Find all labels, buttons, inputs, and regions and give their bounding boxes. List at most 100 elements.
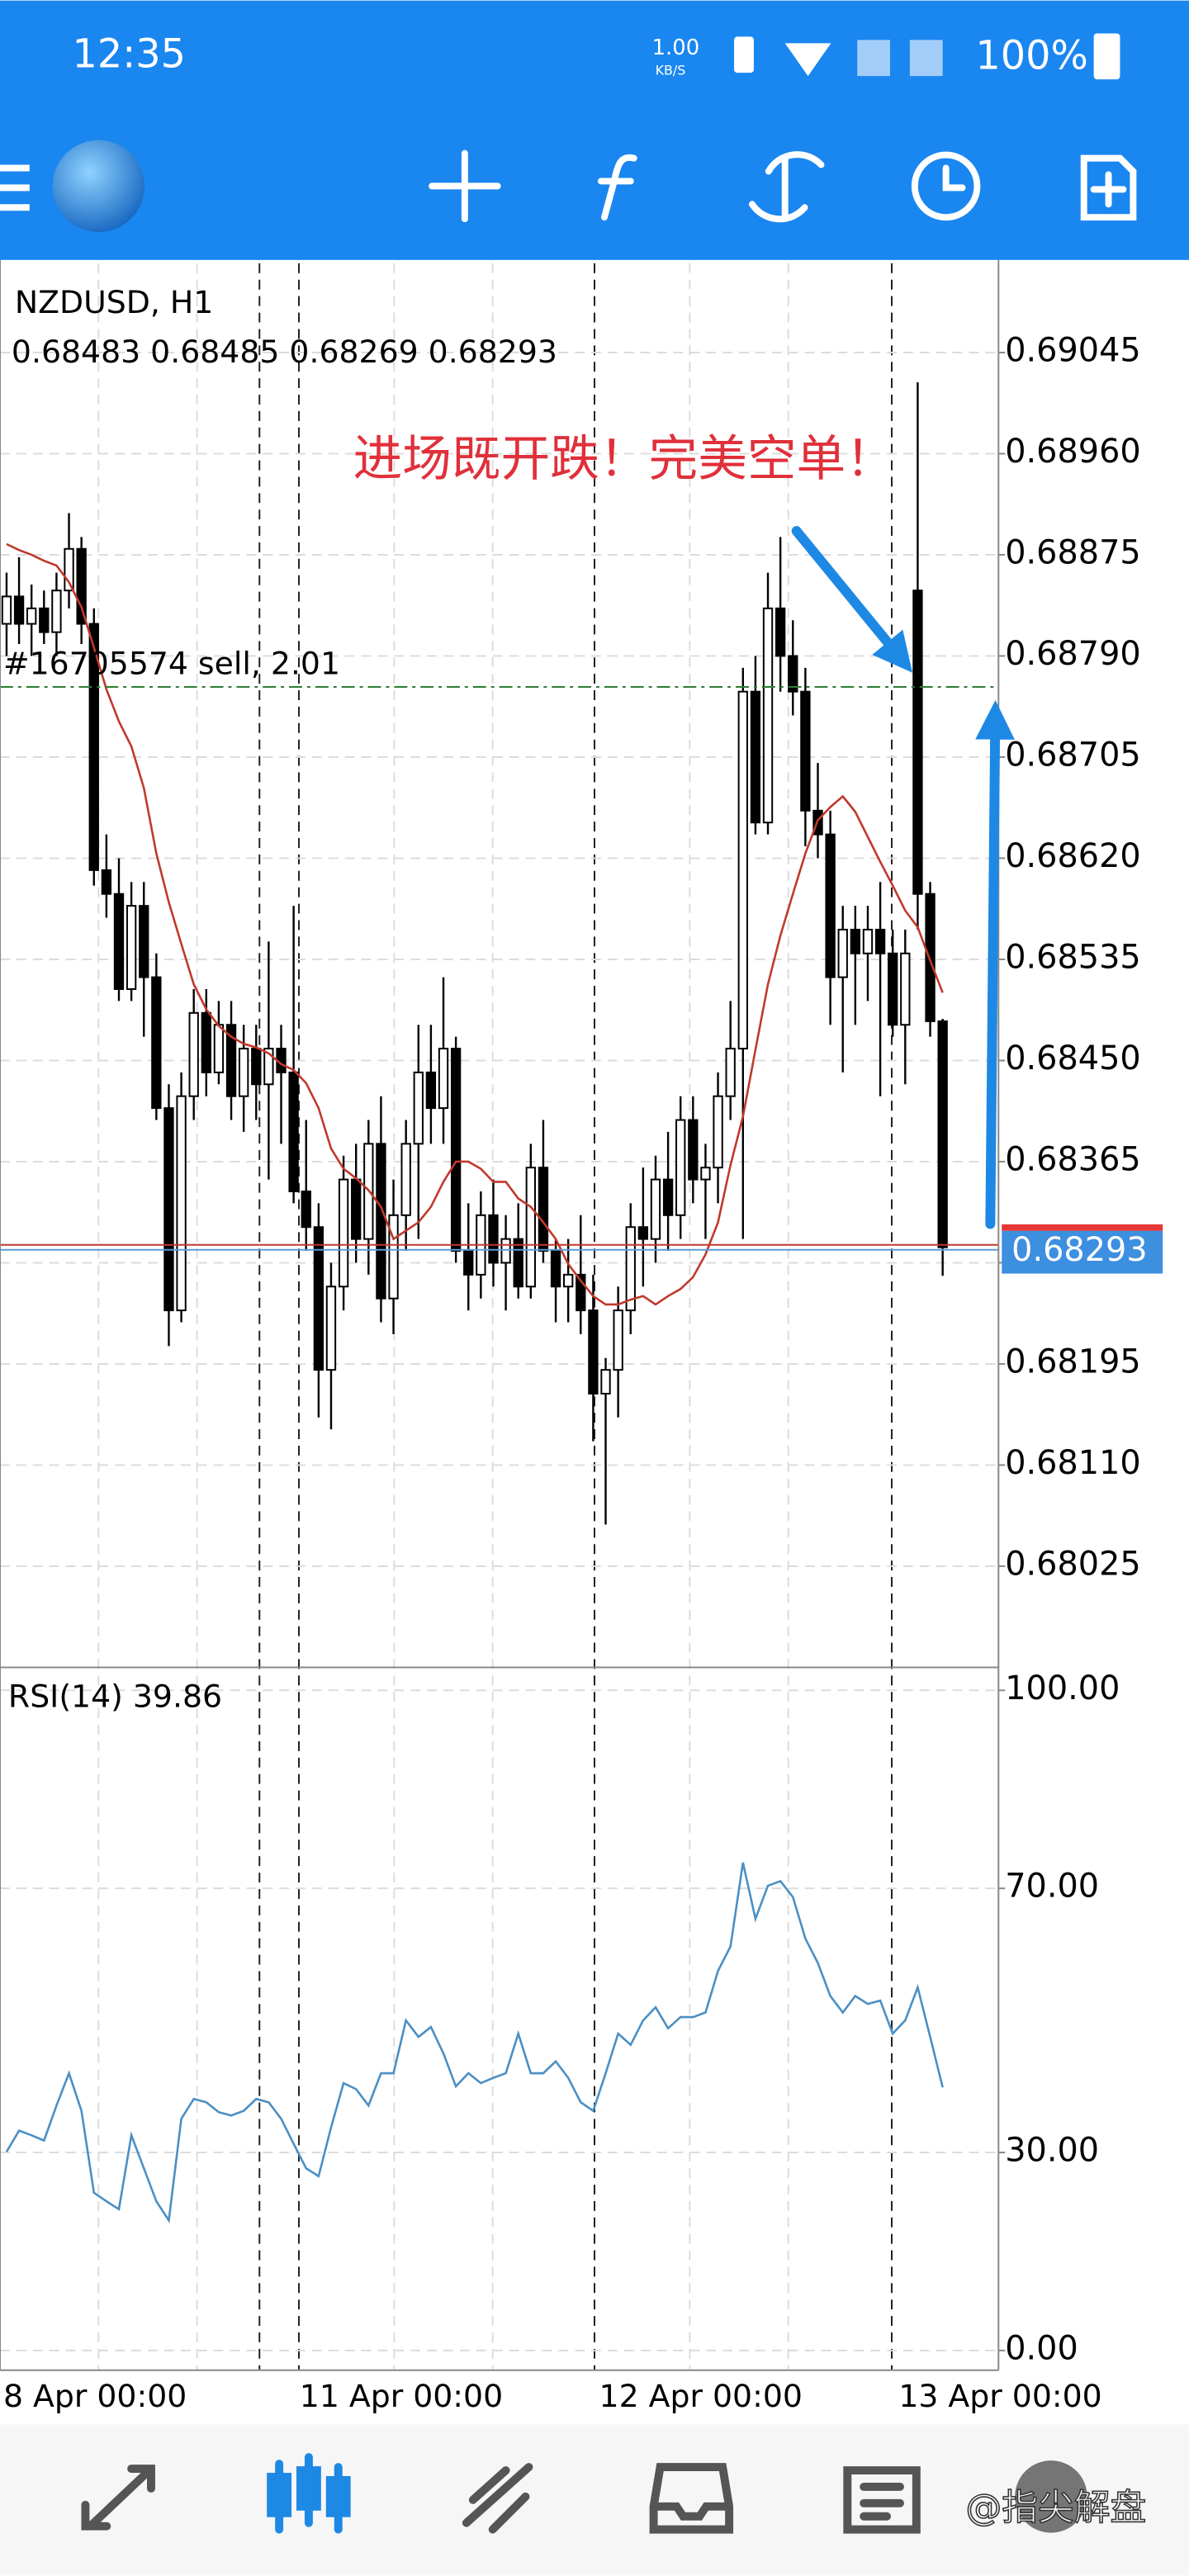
candle-body [513, 1238, 523, 1288]
rsi-line [5, 1862, 944, 2224]
candle-body [113, 893, 125, 990]
candle-body [900, 952, 911, 1026]
candle-body [88, 623, 99, 871]
candle-body [613, 1309, 623, 1371]
candle-body [1, 595, 12, 625]
candle-body [675, 1119, 686, 1216]
candle-body [563, 1273, 574, 1288]
candle-body [688, 1119, 699, 1181]
nav-chart[interactable] [267, 2453, 351, 2534]
candle-body [139, 905, 149, 978]
candle-body [762, 607, 774, 824]
candle-body [288, 1071, 299, 1192]
candle-body [388, 1214, 399, 1300]
candle-body [500, 1238, 511, 1264]
candle-body [213, 1024, 225, 1073]
rsi-title: RSI(14) 39.86 [8, 1679, 222, 1715]
price-tag [1002, 1230, 1163, 1274]
bottom-nav [0, 2424, 1189, 2576]
candle-body [201, 1011, 211, 1073]
y-tick-label: 0.68365 [1005, 1140, 1140, 1178]
status-icons [734, 33, 1120, 80]
watermark: @指尖解盘 [966, 2487, 1147, 2529]
x-tick-label: 8 Apr 00:00 [3, 2378, 187, 2414]
y-tick-label: 0.68535 [1005, 938, 1140, 976]
nav-settings[interactable] [1015, 2460, 1087, 2533]
candle-body [188, 1011, 199, 1097]
candle-body [176, 1095, 187, 1312]
candle-body [251, 1048, 262, 1086]
nav-history[interactable] [649, 2463, 734, 2534]
candle-body [126, 905, 137, 990]
candle-body [263, 1048, 274, 1086]
candle-body [937, 1020, 948, 1248]
candle-body [874, 928, 886, 954]
candle-body [163, 1107, 174, 1312]
nav-news[interactable] [843, 2466, 921, 2534]
y-tick-label: 0.68620 [1005, 837, 1140, 875]
candle-body [26, 607, 37, 625]
nav-trade[interactable] [462, 2463, 533, 2534]
price-tag-label: 0.68293 [1011, 1231, 1147, 1269]
new-order-button[interactable] [1080, 154, 1137, 221]
candle-body [151, 976, 162, 1110]
y-tick-label: 0.68110 [1005, 1444, 1140, 1482]
candle-body [488, 1214, 499, 1264]
candle-body [850, 928, 861, 954]
crosshair-button[interactable] [429, 149, 501, 223]
arrows [791, 526, 1015, 1229]
app-logo[interactable] [52, 140, 145, 233]
candle-body [588, 1309, 599, 1395]
candle-body [700, 1167, 711, 1181]
indicator-button[interactable] [597, 154, 637, 221]
candle-body [376, 1143, 386, 1300]
candle-body [862, 928, 874, 954]
x-tick-label: 11 Apr 00:00 [300, 2378, 503, 2414]
candle-body [101, 869, 112, 895]
y-tick-label: 0.68025 [1005, 1545, 1140, 1583]
candle-body [662, 1178, 674, 1216]
y-tick-label: 0.68450 [1005, 1039, 1140, 1077]
candle-body [450, 1048, 462, 1252]
x-tick-label: 13 Apr 00:00 [898, 2378, 1101, 2414]
candle-body [775, 607, 786, 657]
ohlc-text: 0.68483 0.68485 0.68269 0.68293 [12, 334, 557, 370]
candle-body [39, 607, 50, 633]
y-tick-label: 0.68195 [1005, 1342, 1140, 1380]
candle-body [550, 1250, 561, 1288]
y-tick-label: 0.68960 [1005, 433, 1140, 471]
candle-body [51, 590, 62, 633]
candle-body [64, 547, 74, 592]
y-tick-label: 100.00 [1005, 1669, 1120, 1707]
nav-quotes[interactable] [81, 2465, 155, 2531]
y-tick-label: 30.00 [1005, 2131, 1099, 2169]
y-tick-label: 0.00 [1005, 2329, 1078, 2367]
candle-body [225, 1024, 237, 1097]
candle-body [637, 1226, 649, 1240]
candle-body [400, 1143, 411, 1216]
y-tick-label: 0.68790 [1005, 635, 1140, 673]
candle-body [351, 1178, 362, 1240]
candle-body [912, 590, 923, 895]
candle-body [576, 1273, 586, 1312]
candle-body [737, 690, 748, 1050]
y-tick-label: 0.68875 [1005, 533, 1140, 571]
candle-body [788, 655, 798, 693]
candle-body [538, 1167, 549, 1252]
candle-body [525, 1167, 536, 1288]
candle-body [413, 1071, 424, 1145]
y-tick-label: 0.68705 [1005, 736, 1140, 774]
candle-body [338, 1178, 349, 1288]
candle-body [713, 1095, 723, 1169]
history-button[interactable] [911, 151, 981, 221]
candle-body [238, 1048, 249, 1097]
net-speed: 1.00 [652, 36, 700, 60]
order-label: #16705574 sell, 2.01 [3, 646, 340, 682]
status-time: 12:35 [73, 31, 187, 77]
candle-body [625, 1226, 636, 1312]
ask-marker [1002, 1224, 1163, 1231]
trade-button[interactable] [748, 151, 825, 223]
menu-button[interactable] [0, 164, 30, 211]
candle-body [650, 1178, 661, 1240]
